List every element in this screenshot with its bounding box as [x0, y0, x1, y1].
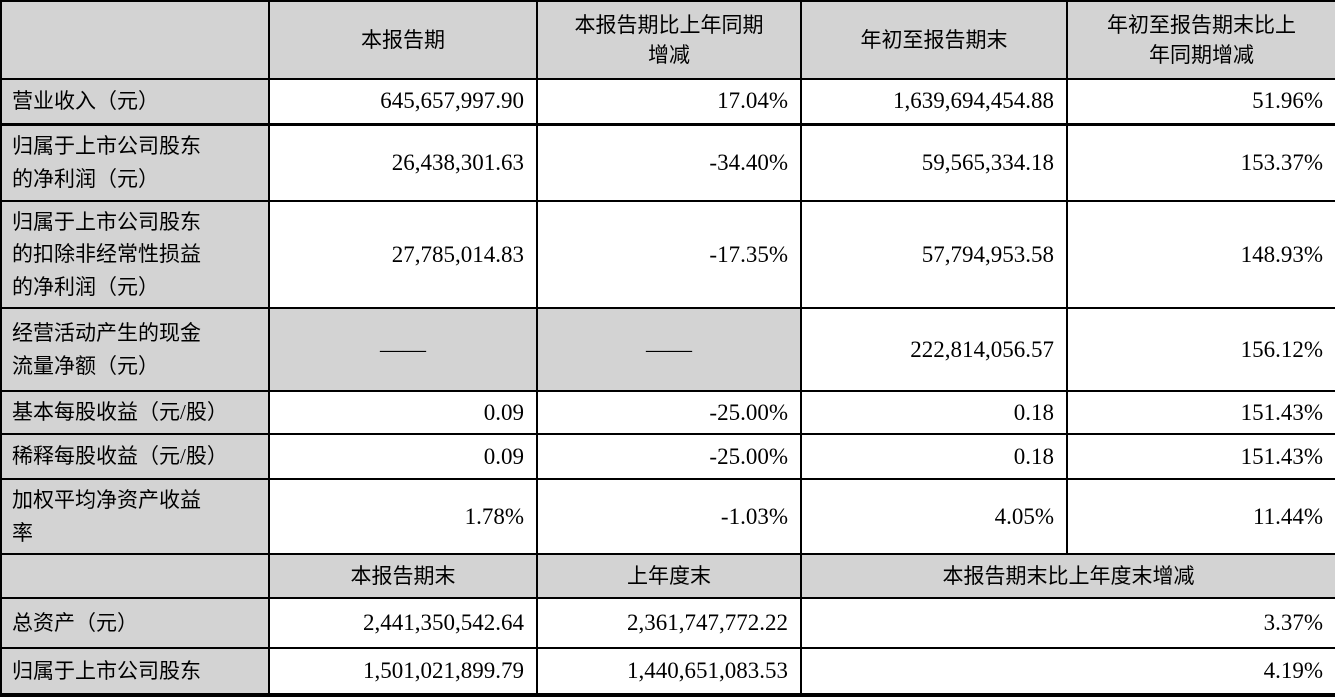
row-net-profit-excl-nonrecurring: 归属于上市公司股东 的扣除非经常性损益 的净利润（元） 27,785,014.8…	[0, 200, 1335, 309]
header-blank-cell	[0, 553, 270, 599]
row-label: 经营活动产生的现金 流量净额（元）	[0, 307, 270, 392]
row-equity-attributable: 归属于上市公司股东 1,501,021,899.79 1,440,651,083…	[0, 647, 1335, 696]
header-end-of-period: 本报告期末	[268, 553, 538, 599]
row-label: 归属于上市公司股东 的扣除非经常性损益 的净利润（元）	[0, 200, 270, 309]
value-cell: -25.00%	[536, 390, 802, 435]
value-cell: 1.78%	[268, 478, 538, 555]
value-cell: 57,794,953.58	[800, 200, 1068, 309]
value-cell: 4.19%	[800, 647, 1335, 696]
value-cell: 153.37%	[1066, 122, 1335, 202]
value-cell: 0.09	[268, 433, 538, 480]
value-cell: -25.00%	[536, 433, 802, 480]
value-cell: 4.05%	[800, 478, 1068, 555]
row-label: 总资产（元）	[0, 597, 270, 649]
value-cell: 151.43%	[1066, 433, 1335, 480]
header-current-period-yoy-change: 本报告期比上年同期 增减	[536, 0, 802, 80]
row-label: 基本每股收益（元/股）	[0, 390, 270, 435]
row-operating-cash-flow: 经营活动产生的现金 流量净额（元） —— —— 222,814,056.57 1…	[0, 307, 1335, 392]
value-cell: 1,501,021,899.79	[268, 647, 538, 696]
value-cell: 17.04%	[536, 78, 802, 125]
header-year-to-date: 年初至报告期末	[800, 0, 1068, 80]
row-weighted-avg-roe: 加权平均净资产收益 率 1.78% -1.03% 4.05% 11.44%	[0, 478, 1335, 555]
value-cell: 1,440,651,083.53	[536, 647, 802, 696]
value-cell: 11.44%	[1066, 478, 1335, 555]
header-end-of-prior-year: 上年度末	[536, 553, 802, 599]
row-total-assets: 总资产（元） 2,441,350,542.64 2,361,747,772.22…	[0, 597, 1335, 649]
row-basic-eps: 基本每股收益（元/股） 0.09 -25.00% 0.18 151.43%	[0, 390, 1335, 435]
value-cell: 27,785,014.83	[268, 200, 538, 309]
value-cell: 222,814,056.57	[800, 307, 1068, 392]
row-label: 归属于上市公司股东	[0, 647, 270, 696]
value-cell: 59,565,334.18	[800, 122, 1068, 202]
row-label: 归属于上市公司股东 的净利润（元）	[0, 122, 270, 202]
value-cell: -1.03%	[536, 478, 802, 555]
value-cell: 1,639,694,454.88	[800, 78, 1068, 125]
header-blank-cell	[0, 0, 270, 80]
value-cell: -34.40%	[536, 122, 802, 202]
value-cell: 148.93%	[1066, 200, 1335, 309]
row-label: 稀释每股收益（元/股）	[0, 433, 270, 480]
table-header-row-top: 本报告期 本报告期比上年同期 增减 年初至报告期末 年初至报告期末比上 年同期增…	[0, 0, 1335, 80]
value-cell: 0.18	[800, 390, 1068, 435]
header-current-period: 本报告期	[268, 0, 538, 80]
value-cell: 3.37%	[800, 597, 1335, 649]
value-cell: 0.18	[800, 433, 1068, 480]
row-label: 营业收入（元）	[0, 78, 270, 125]
value-cell: 51.96%	[1066, 78, 1335, 125]
row-label: 加权平均净资产收益 率	[0, 478, 270, 555]
value-cell: 26,438,301.63	[268, 122, 538, 202]
row-net-profit-attributable: 归属于上市公司股东 的净利润（元） 26,438,301.63 -34.40% …	[0, 122, 1335, 202]
value-cell-dash: ——	[536, 307, 802, 392]
value-cell: -17.35%	[536, 200, 802, 309]
table-header-row-bottom: 本报告期末 上年度末 本报告期末比上年度末增减	[0, 553, 1335, 599]
value-cell-dash: ——	[268, 307, 538, 392]
header-year-to-date-yoy-change: 年初至报告期末比上 年同期增减	[1066, 0, 1335, 80]
value-cell: 2,361,747,772.22	[536, 597, 802, 649]
value-cell: 645,657,997.90	[268, 78, 538, 125]
row-operating-revenue: 营业收入（元） 645,657,997.90 17.04% 1,639,694,…	[0, 78, 1335, 125]
header-change-vs-prior-year-end: 本报告期末比上年度末增减	[800, 553, 1335, 599]
value-cell: 2,441,350,542.64	[268, 597, 538, 649]
value-cell: 0.09	[268, 390, 538, 435]
value-cell: 151.43%	[1066, 390, 1335, 435]
row-diluted-eps: 稀释每股收益（元/股） 0.09 -25.00% 0.18 151.43%	[0, 433, 1335, 480]
value-cell: 156.12%	[1066, 307, 1335, 392]
